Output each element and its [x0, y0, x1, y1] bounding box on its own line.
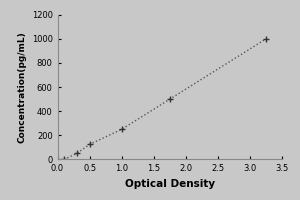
Y-axis label: Concentration(pg/mL): Concentration(pg/mL) — [17, 31, 26, 143]
X-axis label: Optical Density: Optical Density — [125, 179, 215, 189]
